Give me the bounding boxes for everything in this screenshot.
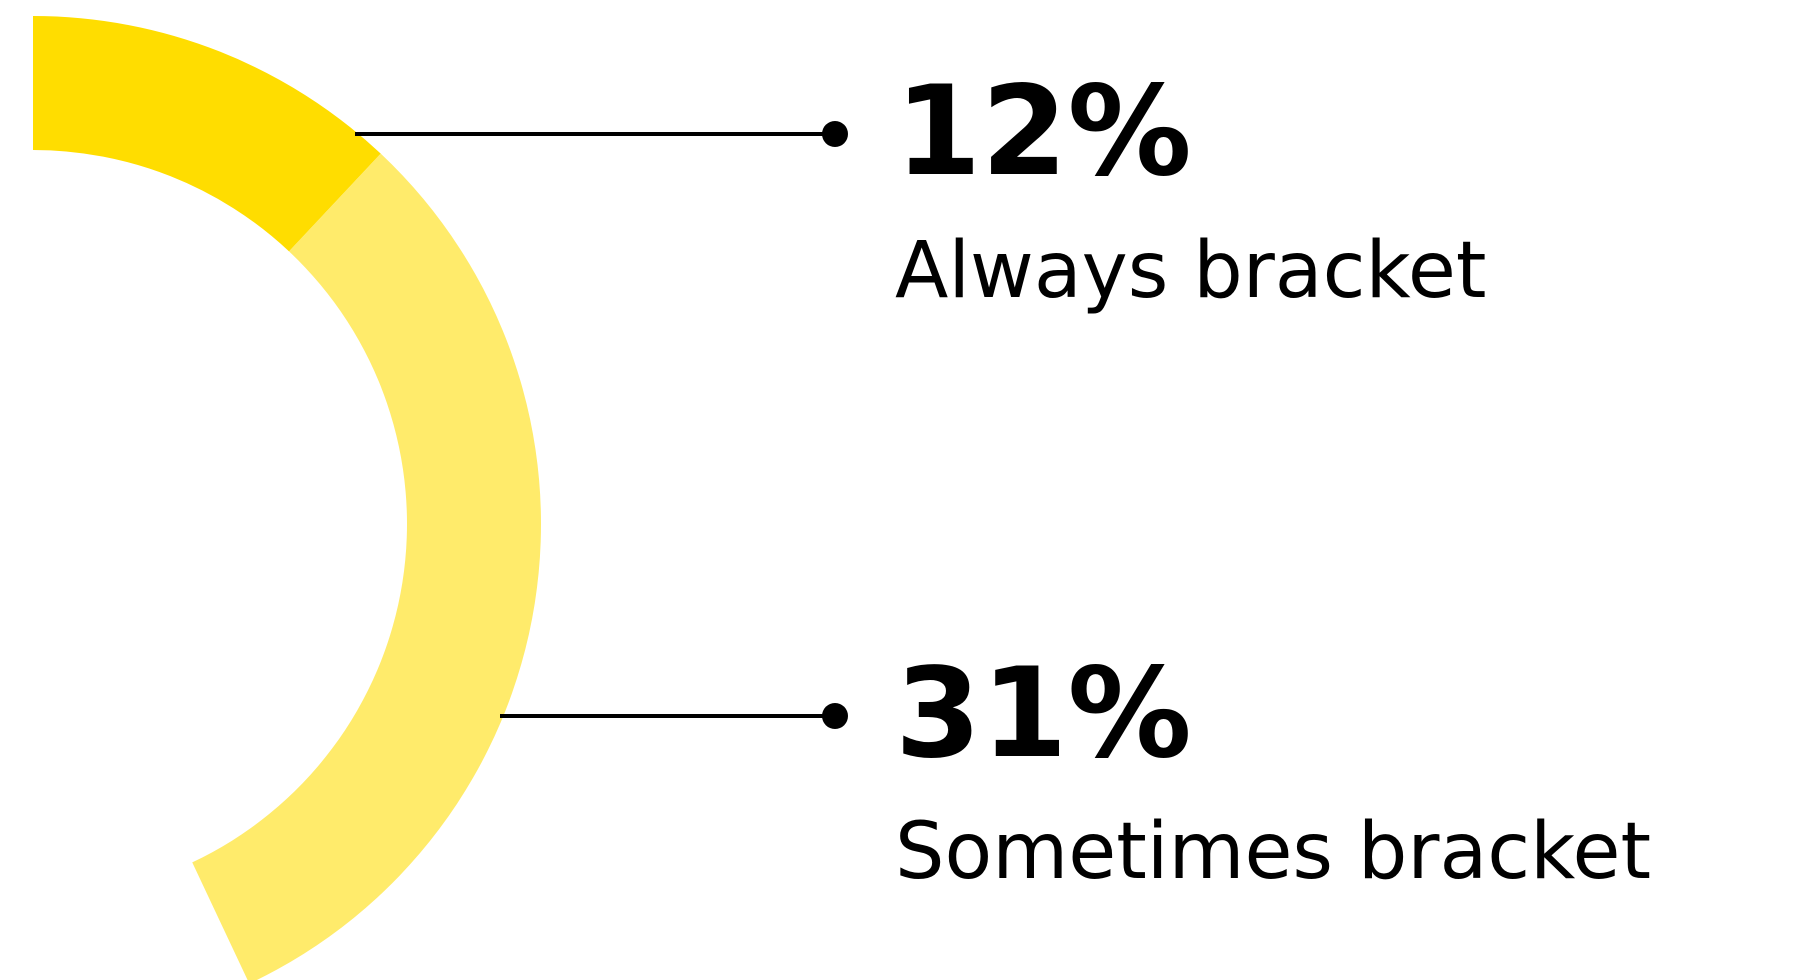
donut-slice-sometimes [192,153,541,980]
leader-dot-always [822,121,848,147]
slice-value-label-sometimes: 31% [895,642,1192,786]
slice-category-label-always: Always bracket [895,226,1486,316]
donut-arcs [33,16,541,980]
leader-lines [355,121,848,729]
leader-dot-sometimes [822,703,848,729]
donut-slice-always [33,16,381,252]
slice-value-label-always: 12% [895,60,1192,204]
slice-category-label-sometimes: Sometimes bracket [895,807,1651,897]
